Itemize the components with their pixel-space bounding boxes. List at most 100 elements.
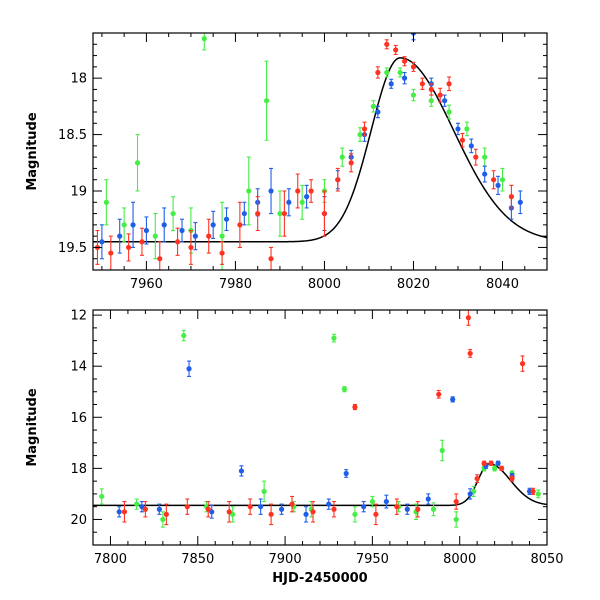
data-marker [442, 98, 448, 104]
data-marker [188, 244, 194, 251]
data-marker [130, 222, 136, 228]
data-point [156, 503, 162, 515]
data-marker [308, 188, 314, 194]
data-point [163, 503, 169, 526]
data-point [357, 127, 363, 142]
data-point [453, 493, 459, 510]
data-point [442, 94, 448, 107]
y-axis: 18 18.5 19 19.5 [58, 32, 547, 271]
x-axis-title: HJD-2450000 [272, 571, 367, 586]
data-marker [326, 501, 332, 507]
data-marker [384, 41, 390, 47]
data-marker [530, 488, 536, 494]
data-point [268, 503, 274, 526]
data-marker [410, 64, 417, 70]
bottom-panel-light-curve: 7800 7850 7900 7950 8000 8050 12 14 16 18 20 Magnit… [25, 309, 564, 586]
data-marker [295, 188, 301, 194]
data-point [121, 207, 127, 243]
data-marker [289, 501, 295, 507]
data-point [467, 349, 473, 358]
data-point [430, 502, 437, 517]
data-marker [482, 171, 488, 177]
data-point [210, 210, 216, 239]
data-point [482, 165, 488, 183]
x-tick-label: 8020 [397, 277, 430, 292]
data-point [401, 71, 408, 85]
data-point [393, 44, 399, 55]
data-marker [517, 199, 523, 205]
data-point [181, 329, 187, 342]
data-marker [490, 177, 497, 183]
data-marker [357, 131, 363, 138]
data-marker [299, 199, 305, 205]
data-marker [226, 509, 232, 515]
data-point [143, 216, 150, 245]
y-tick-label: 12 [70, 309, 87, 324]
y-tick-label: 14 [70, 360, 87, 375]
data-point [473, 148, 479, 166]
data-marker [143, 227, 150, 234]
data-marker [401, 58, 408, 64]
data-point [258, 498, 264, 515]
data-marker [268, 511, 274, 517]
data-marker [339, 154, 345, 160]
data-point [508, 184, 514, 209]
data-point [237, 201, 243, 248]
data-point [99, 488, 105, 505]
data-point [179, 218, 185, 243]
data-point [152, 213, 158, 260]
data-point [295, 173, 301, 209]
data-point [192, 222, 198, 251]
data-marker [255, 210, 261, 217]
y-tick-label: 18 [70, 72, 87, 87]
data-point [455, 122, 461, 136]
data-point [375, 105, 381, 119]
data-marker [370, 103, 377, 109]
data-point [247, 498, 253, 515]
data-point [397, 67, 403, 78]
model-curve [93, 57, 547, 243]
x-tick-label: 7980 [219, 277, 252, 292]
data-point [134, 498, 140, 510]
y-tick-label: 20 [70, 513, 87, 528]
data-marker [404, 506, 410, 512]
data-marker [468, 143, 474, 149]
data-point [530, 487, 536, 495]
data-marker [157, 256, 163, 262]
data-marker [401, 75, 408, 81]
x-axis: 7960 7980 8000 8020 8040 [101, 33, 548, 292]
data-point [394, 498, 400, 515]
data-point [117, 218, 123, 254]
plot-area [93, 310, 547, 528]
data-point [509, 475, 515, 482]
data-point [410, 61, 417, 72]
data-point [331, 501, 337, 518]
data-point [170, 196, 176, 232]
data-point [499, 465, 505, 471]
plot-area [93, 33, 547, 270]
data-point [263, 60, 270, 141]
data-point [465, 310, 472, 326]
data-marker [425, 496, 431, 502]
data-marker [393, 47, 399, 53]
data-point [286, 188, 292, 217]
x-tick-label: 7900 [269, 552, 302, 567]
data-marker [134, 160, 141, 166]
data-point [384, 67, 390, 78]
y-tick-label: 16 [70, 411, 87, 426]
data-point [299, 184, 305, 220]
data-point [459, 132, 466, 148]
data-marker [268, 256, 274, 262]
data-marker [99, 239, 105, 245]
x-tick-label: 8000 [443, 552, 476, 567]
data-marker [206, 233, 212, 239]
data-marker [499, 177, 506, 183]
data-marker [473, 154, 479, 160]
data-marker [241, 210, 247, 217]
data-marker [455, 126, 461, 132]
data-point [268, 246, 274, 270]
data-point [223, 207, 230, 232]
data-marker [247, 504, 253, 510]
data-point [361, 501, 367, 513]
